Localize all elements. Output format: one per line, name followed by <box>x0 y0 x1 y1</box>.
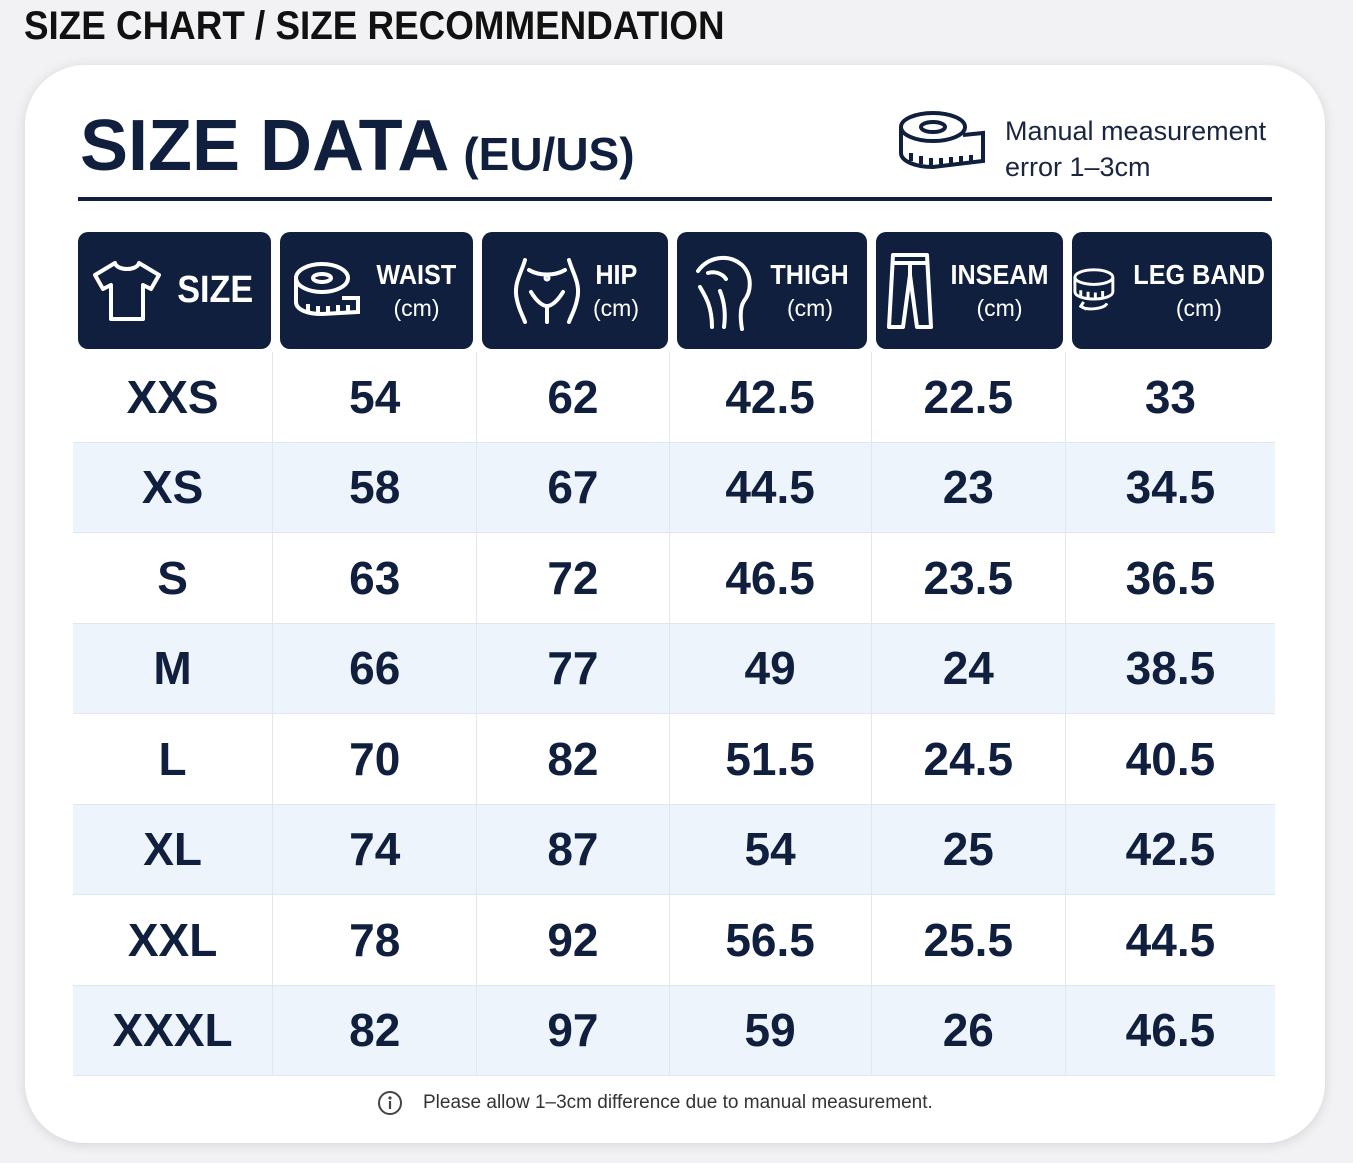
value-cell: 42.5 <box>670 352 872 442</box>
table-row: XXL 78 92 56.5 25.5 44.5 <box>73 895 1275 986</box>
header-unit: (cm) <box>787 295 833 321</box>
subtitle: (EU/US) <box>463 128 635 180</box>
header-cell: HIP (cm) <box>482 232 668 349</box>
hip-icon <box>513 257 580 324</box>
value-cell: 26 <box>872 985 1066 1075</box>
header-label: WAIST <box>376 259 457 290</box>
value-cell: 22.5 <box>872 352 1066 442</box>
title: SIZE DATA <box>80 106 450 186</box>
value-cell: 54 <box>273 352 478 442</box>
divider <box>78 197 1272 201</box>
value-cell: 36.5 <box>1125 551 1216 604</box>
value-cell: 82 <box>273 985 478 1075</box>
value-cell: 25.5 <box>872 895 1066 985</box>
value-cell: 49 <box>670 623 872 713</box>
value-cell: 62 <box>477 352 670 442</box>
tape-icon <box>899 111 985 170</box>
header-unit: (cm) <box>593 295 639 321</box>
size-cell: L <box>73 714 274 804</box>
value-cell: 42.5 <box>1125 823 1216 876</box>
value-cell: 23 <box>872 442 1066 532</box>
size-cell: XS <box>73 442 274 532</box>
note: Manual measurement error 1–3cm <box>1005 113 1266 185</box>
size-cell: XXS <box>73 352 274 442</box>
value-cell: 63 <box>273 533 478 623</box>
thigh-icon <box>696 255 753 331</box>
value-cell: 77 <box>477 623 670 713</box>
value-cell: 33 <box>1144 370 1197 423</box>
table-row: M 66 77 49 24 38.5 <box>73 623 1275 714</box>
note-line: error 1–3cm <box>1005 152 1151 182</box>
shirt-icon <box>93 260 162 321</box>
header-unit: (cm) <box>976 295 1023 321</box>
table-body: XXS 54 62 42.5 22.5 33 XS 58 67 44.5 23 34.5 S 63 72 46… <box>73 352 1275 1076</box>
legband-icon <box>1073 267 1115 311</box>
table-row: XXXL 82 97 59 26 46.5 <box>73 985 1275 1076</box>
header-label: HIP <box>594 259 638 290</box>
value-cell: 72 <box>477 533 670 623</box>
value-cell: 38.5 <box>1125 642 1216 695</box>
table-header: SIZE WAIST (cm) HIP (cm) THIGH (cm) INSEAM (… <box>78 232 1272 349</box>
note-line: Manual measurement <box>1005 116 1267 146</box>
value-cell: 78 <box>273 895 478 985</box>
info-icon <box>378 1091 402 1115</box>
card: SIZE DATA (EU/US) Manual measurement error… <box>25 65 1325 1143</box>
value-cell: 34.5 <box>1125 461 1216 514</box>
header-cell: WAIST (cm) <box>280 232 473 349</box>
header-unit: (cm) <box>393 295 440 321</box>
header-label: LEG BAND <box>1133 259 1265 290</box>
value-cell: 97 <box>477 985 670 1075</box>
table-row: L 70 82 51.5 24.5 40.5 <box>73 714 1275 805</box>
value-cell: 66 <box>273 623 478 713</box>
value-cell: 67 <box>477 442 670 532</box>
value-cell: 23.5 <box>872 533 1066 623</box>
size-cell: S <box>73 533 274 623</box>
value-cell: 54 <box>670 804 872 894</box>
table-row: XL 74 87 54 25 42.5 <box>73 804 1275 895</box>
size-cell: M <box>73 623 274 713</box>
header-cell: THIGH (cm) <box>677 232 867 349</box>
value-cell: 56.5 <box>670 895 872 985</box>
header-label: INSEAM <box>950 259 1049 290</box>
header-cell: LEG BAND (cm) <box>1072 232 1272 349</box>
value-cell: 51.5 <box>670 714 872 804</box>
header-cell: SIZE <box>78 232 271 349</box>
size-cell: XL <box>73 804 274 894</box>
size-cell: XXXL <box>73 985 274 1075</box>
footer: Please allow 1–3cm difference due to man… <box>377 1090 933 1116</box>
value-cell: 87 <box>477 804 670 894</box>
value-cell: 25 <box>872 804 1066 894</box>
header-label: THIGH <box>770 259 850 290</box>
table-row: XS 58 67 44.5 23 34.5 <box>73 442 1275 533</box>
value-cell: 58 <box>273 442 478 532</box>
header-unit: (cm) <box>1175 295 1222 321</box>
page-title: SIZE CHART / SIZE RECOMMENDATION <box>24 4 725 48</box>
footer-text: Please allow 1–3cm difference due to man… <box>423 1092 933 1113</box>
card-title: SIZE DATA (EU/US) <box>80 105 635 187</box>
value-cell: 92 <box>477 895 670 985</box>
value-cell: 44.5 <box>670 442 872 532</box>
value-cell: 70 <box>273 714 478 804</box>
pants-icon <box>887 252 934 329</box>
value-cell: 44.5 <box>1125 913 1216 966</box>
value-cell: 24 <box>872 623 1066 713</box>
header-label: SIZE <box>177 269 254 311</box>
value-cell: 40.5 <box>1125 732 1216 785</box>
value-cell: 46.5 <box>670 533 872 623</box>
value-cell: 82 <box>477 714 670 804</box>
header-cell: INSEAM (cm) <box>876 232 1063 349</box>
waist-icon <box>294 261 361 316</box>
value-cell: 46.5 <box>1125 1004 1216 1057</box>
value-cell: 24.5 <box>872 714 1066 804</box>
table-row: XXS 54 62 42.5 22.5 33 <box>73 352 1275 443</box>
table-row: S 63 72 46.5 23.5 36.5 <box>73 533 1275 624</box>
value-cell: 74 <box>273 804 478 894</box>
size-cell: XXL <box>73 895 274 985</box>
value-cell: 59 <box>670 985 872 1075</box>
